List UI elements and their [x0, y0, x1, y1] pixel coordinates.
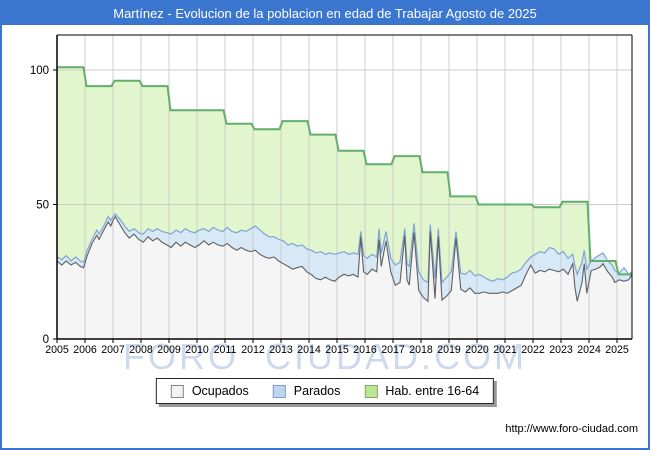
svg-text:2013: 2013	[269, 344, 293, 356]
legend-item-hab-16-64: Hab. entre 16-64	[364, 384, 479, 398]
svg-text:2014: 2014	[297, 344, 321, 356]
svg-text:2023: 2023	[549, 344, 573, 356]
legend-item-ocupados: Ocupados	[170, 384, 249, 398]
svg-text:2012: 2012	[241, 344, 265, 356]
x-axis-labels: 2005 2006 2007 2008 2009 2010 2011 2012 2013 2014…	[45, 339, 629, 356]
svg-text:100: 100	[30, 65, 49, 77]
foro-ciudad-watermark: FORO CIUDAD.COM	[123, 336, 527, 377]
svg-text:2008: 2008	[129, 344, 153, 356]
svg-text:2010: 2010	[185, 344, 209, 356]
series-ocupados	[57, 216, 632, 339]
svg-text:2024: 2024	[577, 344, 601, 356]
svg-text:2011: 2011	[214, 344, 237, 356]
svg-text:0: 0	[43, 334, 49, 346]
chart-title: Martínez - Evolucion de la poblacion en …	[2, 2, 648, 25]
svg-text:2009: 2009	[157, 344, 181, 356]
ocupados-line	[56, 215, 633, 303]
legend-item-parados: Parados	[272, 384, 341, 398]
svg-text:2025: 2025	[605, 344, 629, 356]
svg-text:2020: 2020	[465, 344, 489, 356]
parados-line	[56, 212, 633, 284]
gridlines	[57, 35, 632, 339]
plot-border	[56, 34, 633, 340]
svg-text:2007: 2007	[101, 344, 125, 356]
svg-text:2005: 2005	[45, 344, 69, 356]
svg-text:50: 50	[36, 200, 49, 212]
chart-legend: Ocupados Parados Hab. entre 16-64	[155, 378, 495, 404]
svg-text:2018: 2018	[409, 344, 433, 356]
ocupados-swatch-icon	[170, 384, 184, 398]
legend-label-ocupados: Ocupados	[191, 384, 249, 398]
foro-ciudad-url: http://www.foro-ciudad.com	[505, 423, 638, 435]
y-axis-labels: 0 50 100	[30, 65, 57, 346]
parados-swatch-icon	[272, 384, 286, 398]
svg-text:2016: 2016	[353, 344, 377, 356]
legend-label-parados: Parados	[293, 384, 341, 398]
svg-text:2022: 2022	[521, 344, 545, 356]
svg-text:2019: 2019	[437, 344, 461, 356]
svg-text:2017: 2017	[381, 344, 405, 356]
svg-text:2015: 2015	[325, 344, 349, 356]
hab-16-64-line	[57, 66, 632, 276]
svg-text:2006: 2006	[73, 344, 97, 356]
legend-label-hab-16-64: Hab. entre 16-64	[385, 384, 480, 398]
hab-16-64-swatch-icon	[364, 384, 378, 398]
svg-text:2021: 2021	[493, 344, 517, 356]
